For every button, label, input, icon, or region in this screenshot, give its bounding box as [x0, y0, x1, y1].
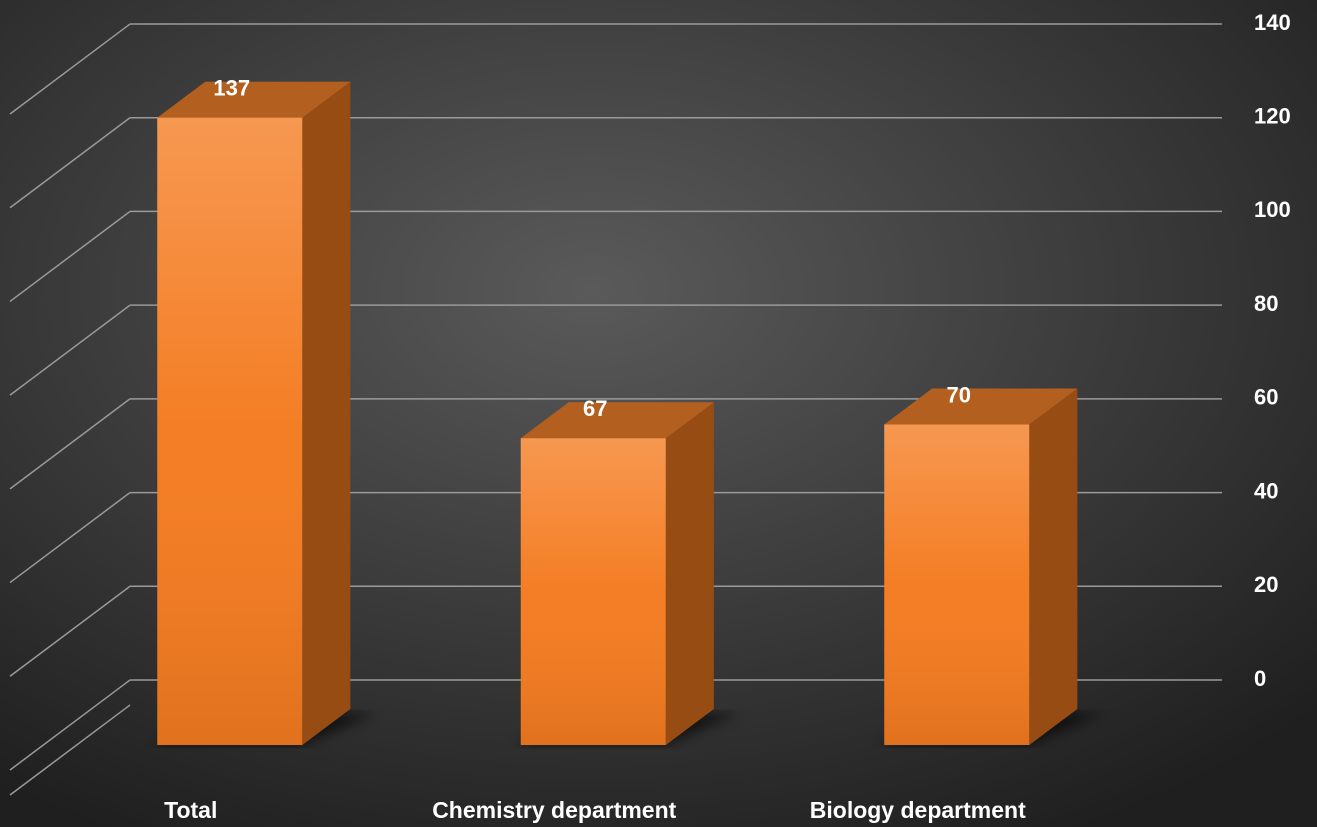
- x-tick-label: Biology department: [810, 797, 1026, 823]
- side-grid-line: [9, 210, 131, 303]
- side-grid-line: [9, 585, 131, 677]
- bar-shine: [520, 438, 666, 745]
- bar-side: [302, 81, 351, 745]
- y-tick-label: 140: [1254, 10, 1291, 35]
- side-grid-line: [9, 117, 131, 209]
- y-tick-label: 80: [1254, 291, 1278, 316]
- bar-top-shade: [884, 388, 1078, 425]
- bar-top-shade: [157, 81, 351, 118]
- bar-top: [157, 81, 351, 118]
- bar-top: [520, 402, 714, 439]
- side-grid-line: [9, 491, 131, 584]
- y-tick-label: 0: [1254, 666, 1266, 691]
- bar-side: [1029, 388, 1078, 745]
- x-tick-label: Chemistry department: [432, 797, 676, 823]
- side-grid-line: [9, 398, 131, 490]
- bar-side: [665, 402, 714, 745]
- side-grid-line: [9, 679, 131, 771]
- bar-top-shade: [520, 402, 714, 439]
- side-floor-line: [9, 704, 131, 796]
- side-grid-line: [9, 304, 131, 396]
- y-tick-label: 100: [1254, 197, 1291, 222]
- value-label: 67: [583, 396, 607, 421]
- value-label: 137: [213, 76, 250, 101]
- bar-shine: [884, 424, 1030, 745]
- bar-side-shade: [665, 402, 714, 745]
- y-tick-label: 20: [1254, 572, 1278, 597]
- side-grid-line: [9, 23, 131, 115]
- y-tick-label: 120: [1254, 104, 1291, 129]
- bar-shine: [157, 117, 303, 745]
- bar-side-shade: [302, 81, 351, 745]
- y-tick-label: 40: [1254, 478, 1278, 503]
- bar-side-shade: [1029, 388, 1078, 745]
- bar-top: [884, 388, 1078, 425]
- x-tick-label: Total: [164, 797, 217, 823]
- y-tick-label: 60: [1254, 385, 1278, 410]
- value-label: 70: [947, 382, 971, 407]
